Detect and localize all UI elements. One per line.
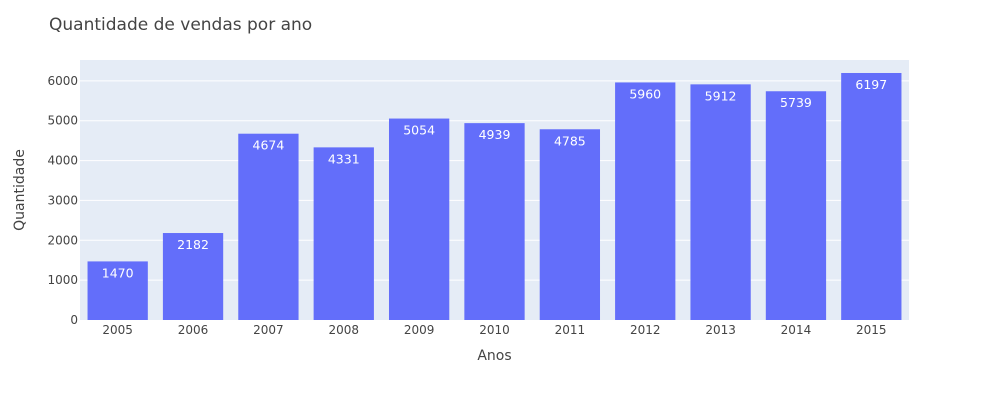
bar-data-label: 6197 <box>855 77 887 92</box>
x-tick-label: 2015 <box>856 323 887 337</box>
y-tick-labels: 0 1000 2000 3000 4000 5000 6000 <box>47 74 78 327</box>
bar-data-label: 5912 <box>705 88 737 103</box>
bar-data-label: 5739 <box>780 95 812 110</box>
bar-2015[interactable] <box>841 72 902 320</box>
bar-2013[interactable] <box>690 84 751 321</box>
bar-data-label: 4674 <box>253 138 285 153</box>
bar-2011[interactable] <box>539 129 601 320</box>
x-axis-label: Anos <box>477 348 511 364</box>
x-tick-label: 2014 <box>781 323 812 337</box>
y-axis-label: Quantidade <box>12 149 28 231</box>
bar-data-label: 5960 <box>629 86 661 101</box>
bar-data-label: 4331 <box>328 151 360 166</box>
bar-2007[interactable] <box>238 133 299 320</box>
bar-data-label: 5054 <box>403 123 435 138</box>
x-tick-label: 2008 <box>328 323 359 337</box>
y-tick-label: 2000 <box>47 233 78 247</box>
y-tick-label: 0 <box>70 313 78 327</box>
bar-2012[interactable] <box>615 82 676 320</box>
y-tick-label: 5000 <box>47 114 78 128</box>
bar-data-label: 4785 <box>554 133 586 148</box>
x-tick-label: 2010 <box>479 323 510 337</box>
chart-title: Quantidade de vendas por ano <box>49 15 312 35</box>
y-tick-label: 6000 <box>47 74 78 88</box>
bar-2006[interactable] <box>162 233 224 320</box>
x-tick-labels: 2005 2006 2007 2008 2009 2010 2011 2012 2013 2014… <box>102 323 886 337</box>
x-tick-label: 2007 <box>253 323 284 337</box>
x-tick-label: 2005 <box>102 323 133 337</box>
x-tick-label: 2012 <box>630 323 661 337</box>
y-tick-label: 4000 <box>47 154 78 168</box>
y-tick-label: 1000 <box>47 273 78 287</box>
bar-2010[interactable] <box>464 123 525 320</box>
y-tick-label: 3000 <box>47 193 78 207</box>
bar-data-label: 1470 <box>102 265 134 280</box>
x-tick-label: 2011 <box>555 323 586 337</box>
bar-2009[interactable] <box>388 118 450 320</box>
bar-2014[interactable] <box>765 91 827 321</box>
x-tick-label: 2013 <box>705 323 736 337</box>
bar-data-label: 4939 <box>479 127 511 142</box>
bar-2008[interactable] <box>313 147 374 320</box>
bar-data-label: 2182 <box>177 237 209 252</box>
x-tick-label: 2009 <box>404 323 435 337</box>
bars: 1470 2182 4674 4331 5054 4939 4785 5960 5912 5739… <box>87 72 902 321</box>
x-tick-label: 2006 <box>178 323 209 337</box>
bar-2005[interactable] <box>87 261 148 320</box>
